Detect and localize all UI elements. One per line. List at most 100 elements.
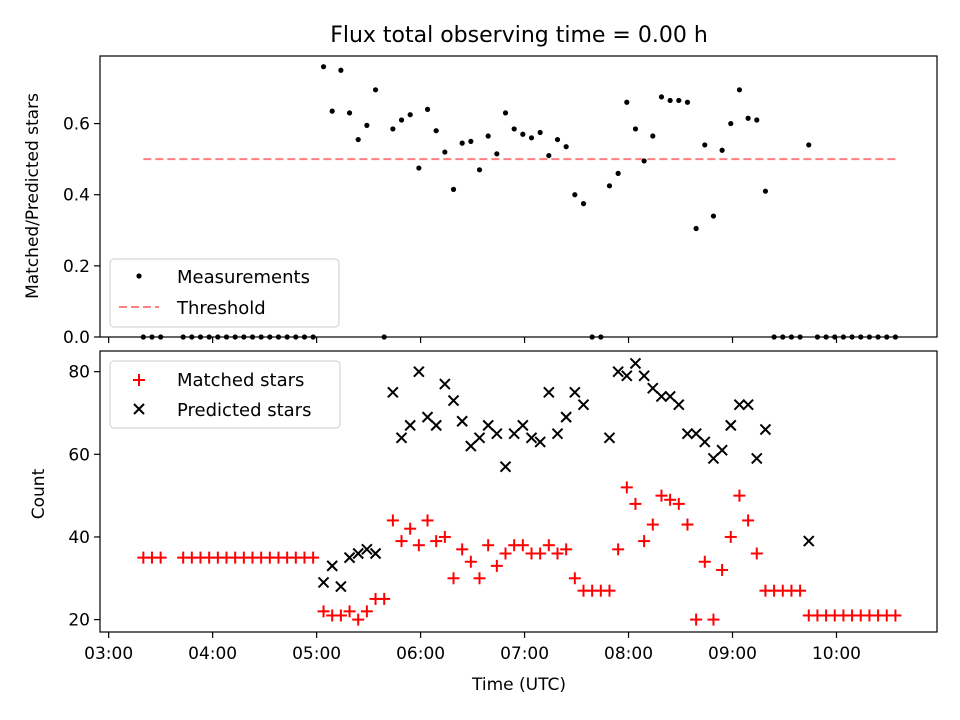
matched-star-point (629, 497, 642, 510)
predicted-star-point (534, 436, 546, 448)
predicted-star-point (629, 357, 642, 370)
xtick-label: 07:00 (500, 644, 549, 664)
bottom-plot-frame (99, 350, 938, 633)
bottom-ytick-label: 80 (68, 363, 90, 383)
top-ytick-label: 0.6 (63, 115, 90, 135)
matched-star-point (317, 605, 330, 618)
measurement-point (580, 201, 587, 207)
matched-star-point (724, 530, 737, 543)
x-axis-label: Time (UTC) (471, 675, 566, 695)
matched-star-point (482, 539, 495, 552)
measurement-point (728, 120, 734, 127)
measurement-point (624, 99, 630, 105)
predicted-star-point (473, 432, 486, 444)
predicted-star-point (725, 419, 737, 432)
matched-star-point (421, 514, 434, 527)
measurement-point (572, 192, 578, 198)
measurement-point (667, 97, 673, 104)
predicted-star-point (569, 386, 581, 399)
matched-star-point (395, 535, 408, 548)
top-axes: 0.0 0.2 0.4 0.6 (63, 115, 838, 348)
measurement-point (528, 135, 535, 141)
predicted-star-point (465, 440, 477, 452)
legend-measurements-marker (136, 273, 142, 279)
predicted-star-point (369, 547, 382, 560)
predicted-star-point (742, 399, 754, 411)
measurement-point (364, 122, 370, 128)
matched-star-point (664, 493, 677, 506)
top-panel: 0.0 0.2 0.4 0.6 Matched/Predicted stars Mea… (23, 55, 938, 348)
top-ylabel: Matched/Predicted stars (23, 93, 43, 299)
measurement-point (537, 129, 543, 136)
legend-matched-label: Matched stars (177, 370, 304, 391)
bottom-panel: 20 40 60 80 03:00 04:00 05:00 06:00 07:00 08:00 09… (29, 350, 938, 695)
predicted-star-point (361, 543, 373, 556)
measurement-point (416, 165, 422, 171)
matched-star-point (603, 584, 616, 597)
measurement-point (563, 144, 569, 150)
predicted-star-point (681, 427, 694, 440)
measurement-point (658, 94, 665, 100)
matched-star-point (646, 518, 659, 531)
matched-star-point (750, 547, 763, 560)
bottom-axes: 20 40 60 80 03:00 04:00 05:00 06:00 07:00 08:00 09… (68, 363, 861, 664)
bottom-ylabel: Count (29, 468, 49, 519)
measurement-point (407, 112, 413, 118)
matched-star-point (534, 547, 547, 560)
predicted-star-point (439, 378, 451, 390)
measurement-point (450, 186, 457, 192)
predicted-star-point (335, 580, 347, 593)
predicted-star-point (803, 535, 815, 547)
xtick-label: 09:00 (708, 644, 757, 664)
measurement-point (520, 131, 526, 137)
top-legend: Measurements Threshold (109, 258, 340, 328)
matched-star-point (672, 497, 685, 510)
measurement-point (442, 149, 448, 155)
measurement-point (485, 133, 491, 139)
predicted-star-point (673, 399, 685, 411)
measurement-point (511, 126, 517, 132)
predicted-star-point (387, 386, 399, 399)
bottom-plot-marks (137, 357, 902, 626)
measurement-point (684, 99, 691, 105)
xtick-label: 05:00 (292, 644, 341, 664)
measurement-point (459, 140, 465, 146)
matched-star-point (343, 605, 356, 618)
measurement-point (502, 110, 509, 116)
matched-star-point (542, 539, 555, 552)
matched-star-point (889, 609, 902, 622)
measurement-point (329, 108, 335, 114)
predicted-star-point (430, 419, 442, 432)
matched-star-point (681, 518, 694, 531)
predicted-star-point (395, 432, 408, 444)
matched-star-point (612, 543, 625, 556)
measurement-point (320, 64, 327, 70)
predicted-star-point (482, 419, 494, 432)
measurement-point (745, 115, 751, 121)
top-legend-box (109, 258, 340, 328)
matched-star-point (490, 559, 503, 572)
matched-star-point (638, 535, 651, 548)
top-ytick-label: 0.4 (63, 186, 90, 206)
xtick-label: 06:00 (396, 644, 445, 664)
measurement-point (676, 97, 682, 104)
predicted-star-point (612, 365, 624, 378)
predicted-star-point (577, 399, 590, 411)
measurement-point (494, 151, 500, 157)
predicted-star-point (690, 427, 702, 440)
bottom-ytick-label: 60 (68, 445, 90, 465)
xtick-label: 04:00 (188, 644, 237, 664)
xtick-label: 10:00 (812, 644, 861, 664)
measurement-point (736, 87, 743, 93)
predicted-star-point (699, 436, 711, 448)
measurement-point (650, 133, 656, 139)
predicted-star-point (543, 386, 555, 399)
predicted-star-point (733, 399, 746, 411)
measurement-point (398, 117, 405, 123)
legend-threshold-label: Threshold (176, 298, 266, 319)
matched-star-point (386, 514, 399, 527)
measurement-point (806, 142, 812, 148)
predicted-star-point (638, 370, 650, 382)
matched-star-point (456, 543, 469, 556)
